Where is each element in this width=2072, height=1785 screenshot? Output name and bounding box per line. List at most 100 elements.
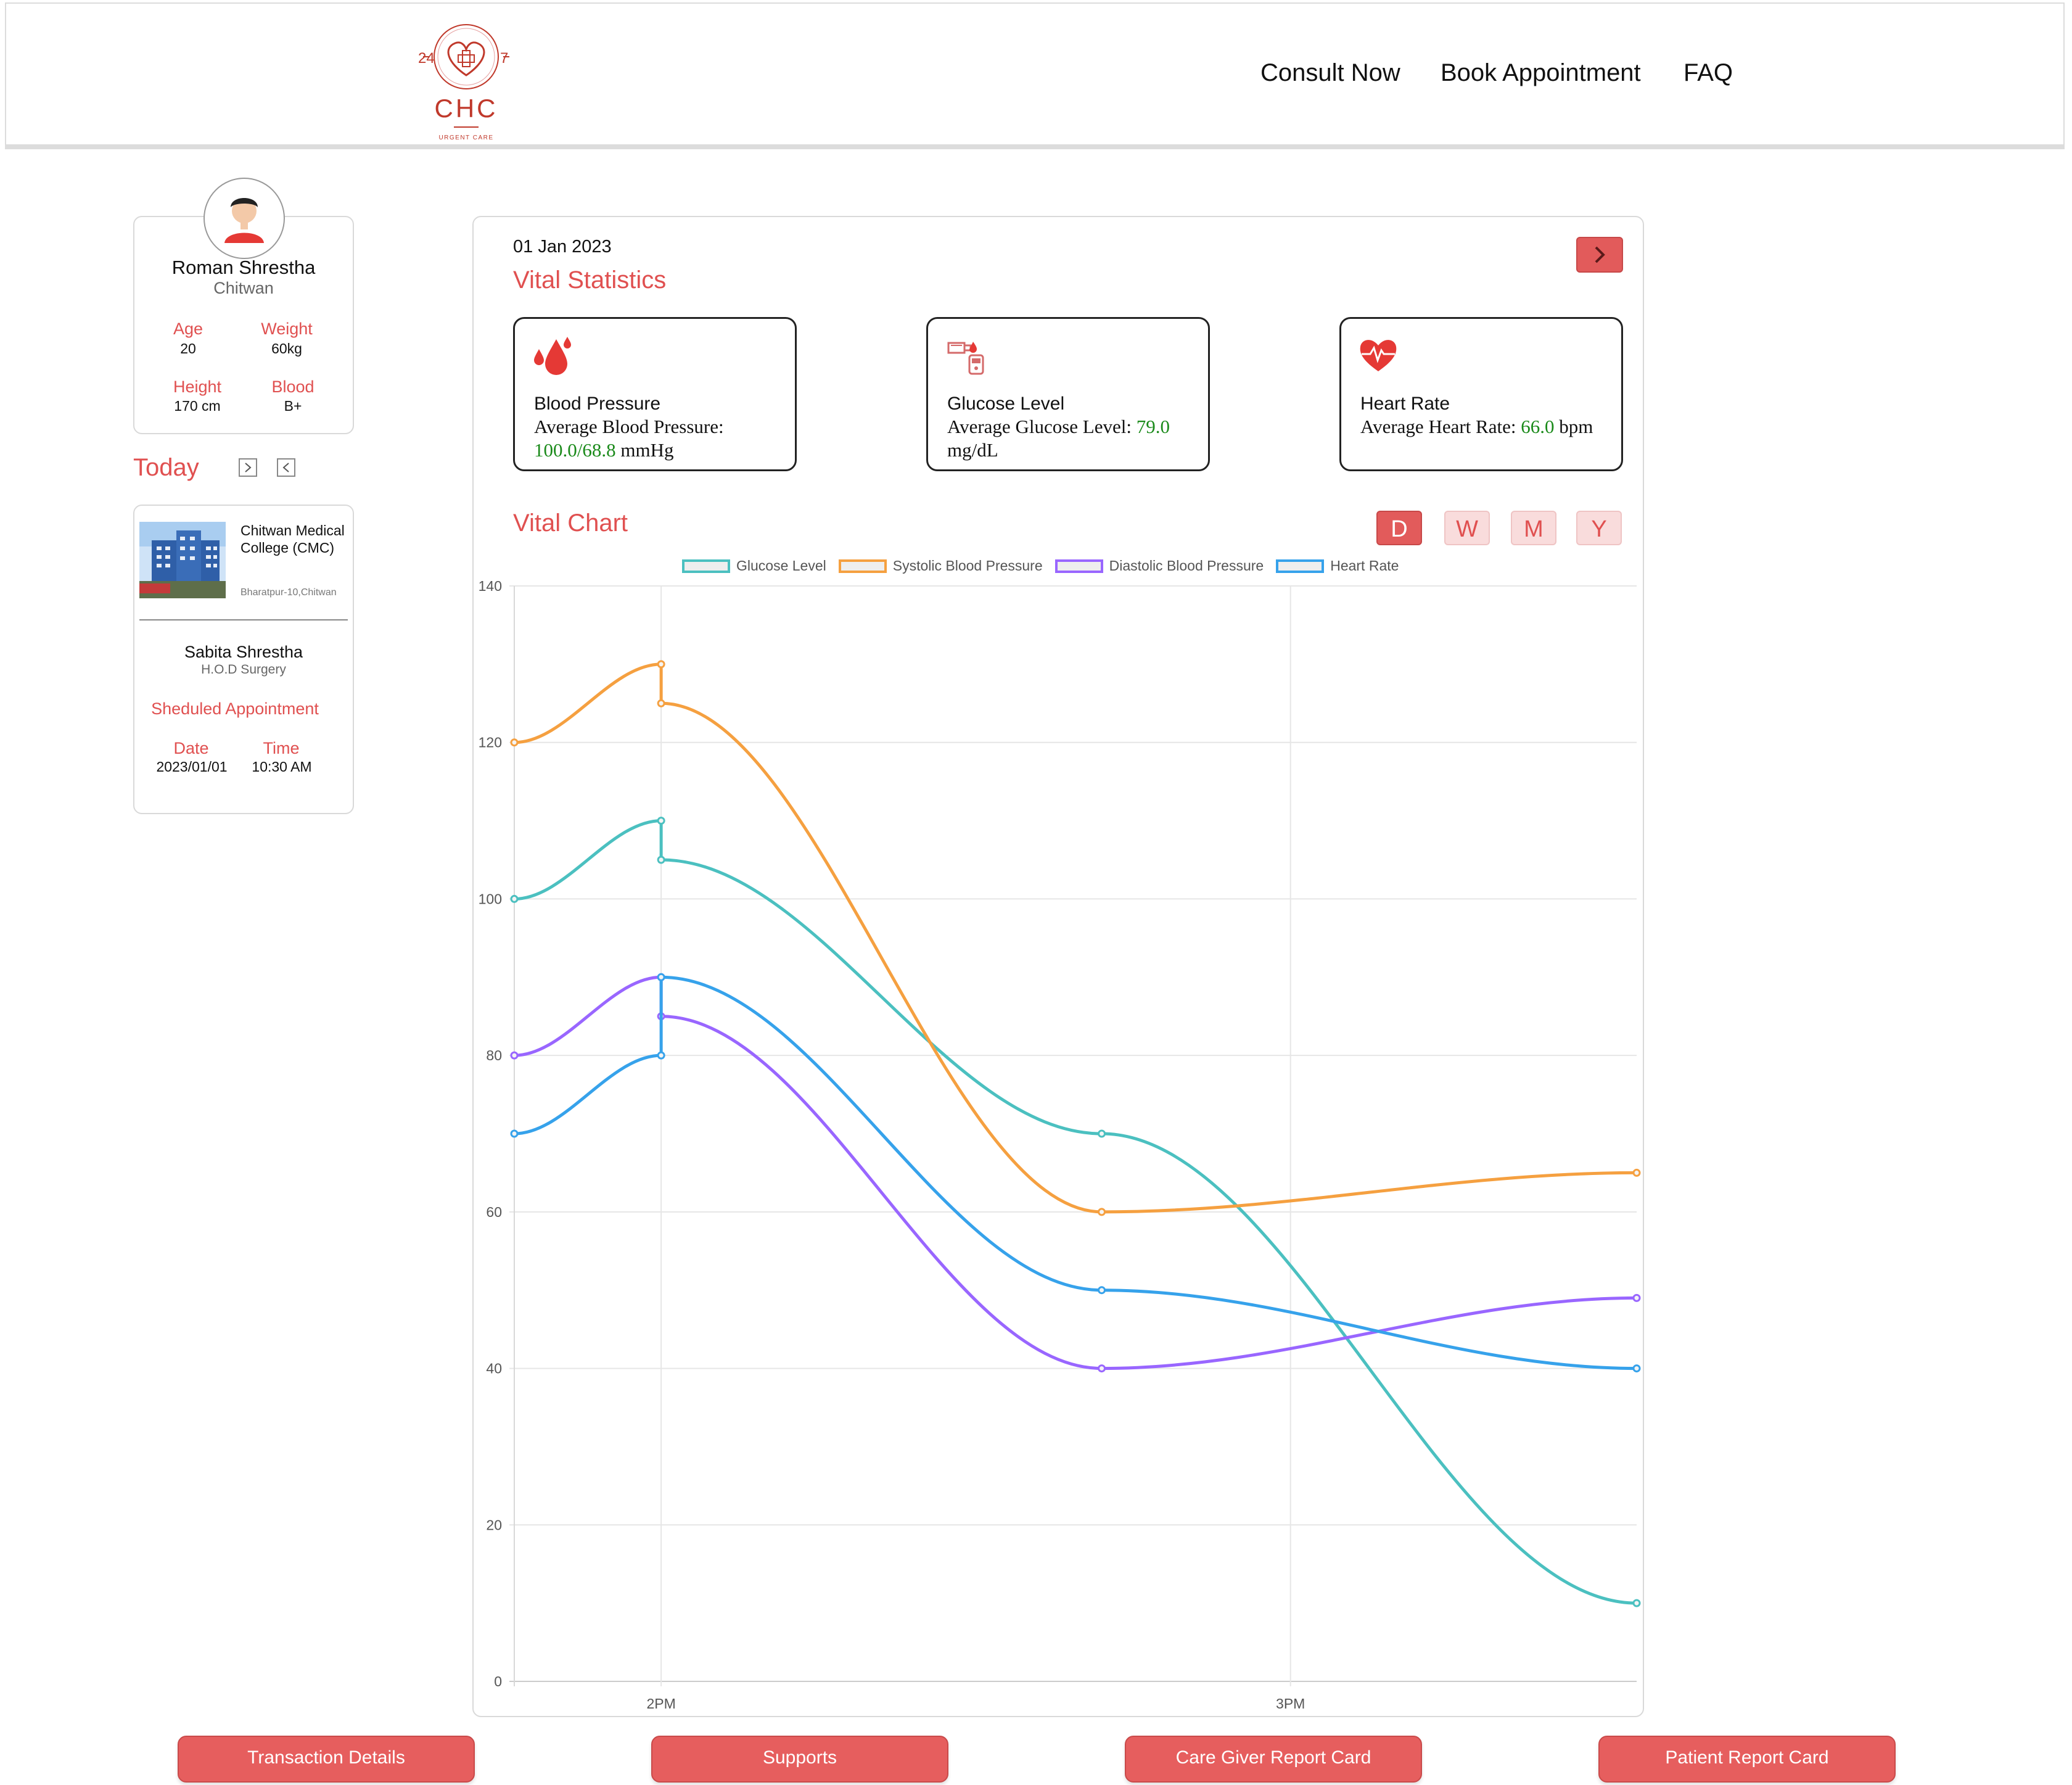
data-point: [657, 973, 665, 981]
hospital-address: Bharatpur-10,Chitwan: [240, 587, 337, 598]
nav-consult-now[interactable]: Consult Now: [1260, 59, 1400, 86]
data-point: [657, 817, 665, 825]
data-point: [657, 660, 665, 669]
legend-swatch: [682, 559, 730, 573]
data-point: [1632, 1364, 1641, 1373]
legend-diastolic[interactable]: Diastolic Blood Pressure: [1054, 558, 1264, 574]
data-point: [510, 738, 519, 747]
today-title: Today: [133, 454, 199, 481]
profile-name: Roman Shrestha: [171, 257, 316, 278]
heart-rate-average: Average Heart Rate: 66.0 bpm: [1360, 416, 1593, 437]
doctor-name: Sabita Shrestha: [184, 643, 303, 661]
vital-line-chart: 0 20 40 60 80 100 120 140 2PM 3PM: [479, 578, 1641, 1712]
date-value: 2023/01/01: [156, 759, 228, 775]
legend-systolic[interactable]: Systolic Blood Pressure: [838, 558, 1043, 574]
profile-location: Chitwan: [213, 279, 274, 297]
vitals-date: 01 Jan 2023: [513, 237, 612, 257]
weight-value: 60kg: [271, 340, 302, 357]
y-tick-label: 40: [486, 1361, 502, 1377]
glucose-meter-icon: [947, 342, 984, 375]
blood-value: B+: [284, 398, 302, 414]
heart-pulse-icon: [1360, 340, 1397, 371]
range-day-button[interactable]: D: [1376, 511, 1422, 545]
y-tick-label: 100: [479, 891, 502, 907]
logo-name: CHC: [435, 94, 498, 123]
blood-pressure-card: [513, 317, 797, 471]
range-month-button[interactable]: M: [1511, 511, 1556, 545]
data-point: [1098, 1208, 1106, 1216]
logo-24: 24: [418, 50, 435, 67]
height-label: Height: [173, 377, 222, 396]
scheduled-appointment-title: Sheduled Appointment: [151, 699, 319, 718]
y-tick-label: 0: [494, 1673, 502, 1689]
data-point: [657, 699, 665, 707]
chart-legend: Glucose Level Systolic Blood Pressure Di…: [682, 558, 1399, 574]
date-label: Date: [173, 739, 209, 757]
series-line-3: [514, 975, 1637, 1371]
data-point: [1098, 1129, 1106, 1138]
heart-rate-value: 66.0: [1521, 416, 1555, 437]
age-value: 20: [180, 340, 196, 357]
y-tick-label: 60: [486, 1204, 502, 1220]
y-tick-label: 140: [479, 578, 502, 594]
y-tick-label: 20: [486, 1517, 502, 1533]
glucose-level-value: 79.0: [1136, 416, 1170, 437]
weight-label: Weight: [261, 319, 313, 338]
blood-drops-icon: [534, 337, 571, 375]
legend-heart-rate[interactable]: Heart Rate: [1276, 558, 1399, 574]
data-point: [1632, 1599, 1641, 1607]
chc-logo[interactable]: 24 7 CHC URGENT CARE: [405, 19, 528, 148]
transaction-details-button[interactable]: Transaction Details: [178, 1736, 475, 1783]
logo-7: 7: [500, 50, 508, 67]
legend-swatch: [838, 559, 887, 573]
blood-pressure-title: Blood Pressure: [534, 394, 661, 414]
x-tick-label: 2PM: [646, 1696, 675, 1712]
time-label: Time: [263, 739, 300, 757]
supports-button[interactable]: Supports: [651, 1736, 948, 1783]
doctor-title: H.O.D Surgery: [201, 662, 286, 677]
chevron-left-icon[interactable]: [276, 458, 296, 477]
data-point: [1098, 1286, 1106, 1295]
range-year-button[interactable]: Y: [1576, 511, 1622, 545]
glucose-level-average: Average Glucose Level: 79.0 mg/dL: [947, 416, 1170, 461]
chevron-right-icon[interactable]: [238, 458, 258, 477]
hospital-image: [139, 522, 226, 598]
legend-glucose[interactable]: Glucose Level: [682, 558, 826, 574]
data-point: [510, 894, 519, 903]
chevron-right-icon: [1595, 246, 1605, 263]
heart-rate-title: Heart Rate: [1360, 394, 1450, 414]
blood-pressure-value: 100.0/68.8: [534, 439, 616, 461]
y-tick-label: 80: [486, 1047, 502, 1063]
glucose-level-title: Glucose Level: [947, 394, 1065, 414]
divider: [139, 619, 348, 620]
nav-faq[interactable]: FAQ: [1684, 59, 1733, 86]
nav-book-appointment[interactable]: Book Appointment: [1441, 59, 1641, 86]
care-giver-report-card-button[interactable]: Care Giver Report Card: [1125, 1736, 1422, 1783]
data-point: [1098, 1364, 1106, 1373]
legend-swatch: [1276, 559, 1325, 573]
legend-swatch: [1054, 559, 1103, 573]
data-point: [510, 1051, 519, 1060]
avatar: [204, 178, 285, 259]
patient-report-card-button[interactable]: Patient Report Card: [1598, 1736, 1896, 1783]
series-line-1: [514, 662, 1637, 1214]
vital-statistics-title: Vital Statistics: [513, 266, 667, 294]
top-navbar: [5, 2, 2065, 149]
range-week-button[interactable]: W: [1444, 511, 1490, 545]
data-point: [1632, 1293, 1641, 1302]
logo-tagline: URGENT CARE: [438, 134, 493, 141]
hospital-name: Chitwan Medical College (CMC): [240, 522, 345, 556]
x-tick-label: 3PM: [1276, 1696, 1305, 1712]
blood-label: Blood: [271, 377, 314, 396]
height-value: 170 cm: [174, 398, 221, 414]
data-point: [510, 1129, 519, 1138]
next-day-button[interactable]: [1576, 237, 1623, 273]
blood-pressure-average: Average Blood Pressure: 100.0/68.8 mmHg: [534, 416, 724, 461]
series-line-2: [514, 975, 1637, 1371]
age-label: Age: [173, 319, 204, 338]
data-point: [657, 1051, 665, 1060]
data-point: [1632, 1168, 1641, 1177]
time-value: 10:30 AM: [252, 759, 312, 775]
series-line-0: [514, 819, 1637, 1605]
vital-chart-title: Vital Chart: [513, 509, 628, 537]
